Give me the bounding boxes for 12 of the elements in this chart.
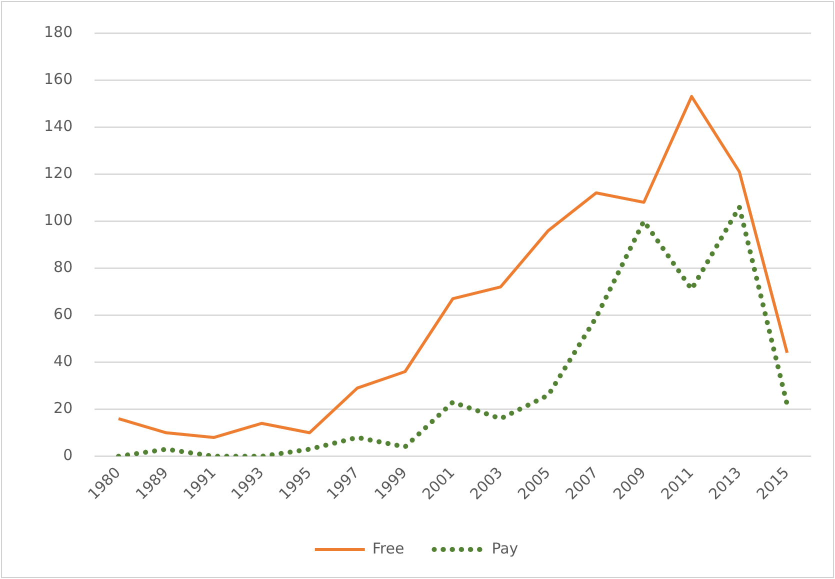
legend-label: Free xyxy=(372,539,404,558)
y-tick-label: 180 xyxy=(44,22,73,41)
y-tick-label: 0 xyxy=(63,446,73,464)
legend-label: Pay xyxy=(492,539,518,558)
y-tick-label: 20 xyxy=(54,399,73,418)
y-tick-label: 60 xyxy=(54,305,73,324)
y-tick-label: 100 xyxy=(44,211,73,230)
y-tick-label: 160 xyxy=(44,70,73,88)
y-tick-label: 40 xyxy=(54,352,73,370)
y-tick-label: 140 xyxy=(44,116,73,135)
y-tick-label: 80 xyxy=(54,258,73,276)
y-tick-label: 120 xyxy=(44,164,73,182)
